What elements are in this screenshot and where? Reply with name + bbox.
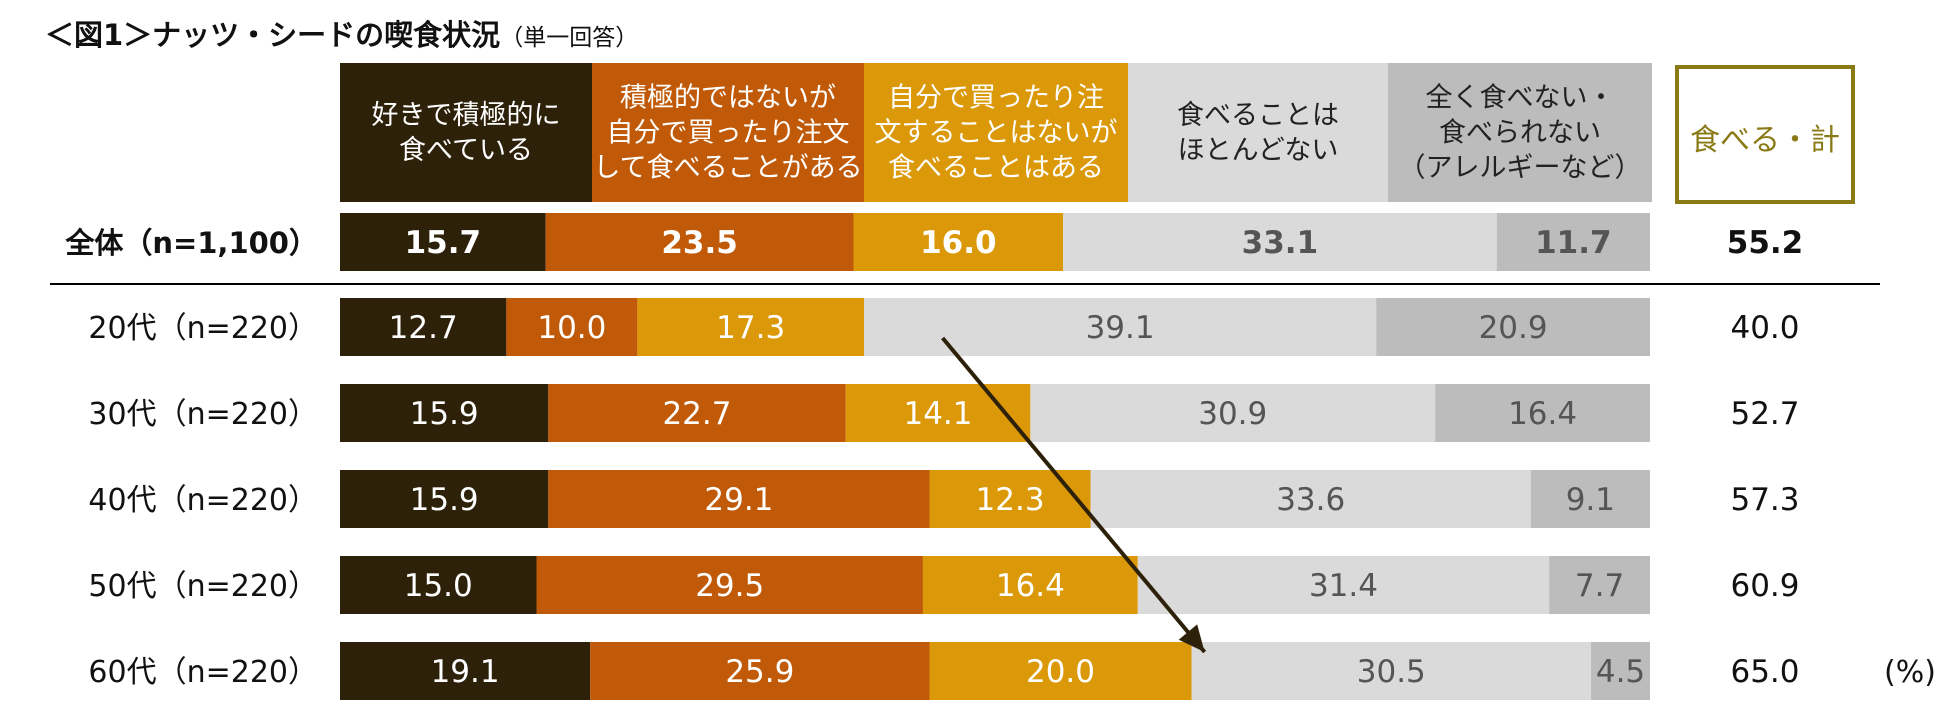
total-value: 40.0 bbox=[1730, 310, 1799, 346]
trend-arrow-line bbox=[941, 336, 1207, 654]
bar-value-label: 15.7 bbox=[405, 225, 482, 261]
bar-value-label: 16.4 bbox=[996, 568, 1065, 604]
bar-value-label: 33.6 bbox=[1276, 482, 1345, 518]
bar-segment bbox=[845, 384, 1031, 442]
bar-value-label: 12.7 bbox=[389, 310, 458, 346]
bar-segment bbox=[340, 470, 549, 528]
bar-segment bbox=[545, 213, 854, 271]
legend-label-2: 積極的ではないが bbox=[620, 83, 836, 114]
row-label: 60代（n=220） bbox=[88, 655, 318, 690]
bar-value-label: 15.9 bbox=[410, 396, 479, 432]
row-label: 20代（n=220） bbox=[88, 311, 318, 346]
bar-segment bbox=[1376, 298, 1650, 356]
bar-segment bbox=[1191, 642, 1592, 700]
bar-value-label: 15.9 bbox=[410, 482, 479, 518]
subtitle-text: （単一回答） bbox=[500, 25, 639, 51]
row-label: 30代（n=220） bbox=[88, 397, 318, 432]
bar-segment bbox=[340, 298, 507, 356]
legend-label-3: 自分で買ったり注 bbox=[888, 83, 1104, 114]
row-label: 40代（n=220） bbox=[88, 483, 318, 518]
legend-label-5: 食べられない bbox=[1439, 118, 1601, 149]
total-value: 65.0 bbox=[1730, 654, 1799, 690]
legend-label-5: （アレルギーなど） bbox=[1399, 153, 1642, 184]
bar-segment bbox=[637, 298, 864, 356]
bar-value-label: 33.1 bbox=[1242, 225, 1319, 261]
bar-value-label: 20.0 bbox=[1026, 654, 1095, 690]
legend-box-3 bbox=[864, 63, 1128, 202]
bar-segment bbox=[506, 298, 638, 356]
bar-value-label: 17.3 bbox=[716, 310, 785, 346]
bar-value-label: 39.1 bbox=[1086, 310, 1155, 346]
bar-value-label: 4.5 bbox=[1596, 654, 1645, 690]
total-header-label: 食べる・計 bbox=[1690, 123, 1840, 158]
bar-value-label: 29.1 bbox=[704, 482, 773, 518]
unit-label: (%) bbox=[1884, 655, 1936, 690]
bar-segment bbox=[1530, 470, 1650, 528]
bar-segment bbox=[1063, 213, 1497, 271]
bar-segment bbox=[1030, 384, 1436, 442]
legend-label-3: 食べることはある bbox=[888, 153, 1104, 184]
bar-value-label: 16.4 bbox=[1508, 396, 1577, 432]
total-value: 57.3 bbox=[1730, 482, 1799, 518]
total-value: 55.2 bbox=[1727, 225, 1804, 261]
legend-box-4 bbox=[1128, 63, 1388, 202]
bar-segment bbox=[340, 384, 549, 442]
bar-value-label: 25.9 bbox=[725, 654, 794, 690]
bar-segment bbox=[340, 213, 546, 271]
bar-value-label: 16.0 bbox=[920, 225, 997, 261]
bar-value-label: 30.5 bbox=[1357, 654, 1426, 690]
legend-label-1: 好きで積極的に bbox=[372, 100, 561, 131]
bar-segment bbox=[536, 556, 923, 614]
bar-segment bbox=[548, 470, 930, 528]
legend-label-4: 食べることは bbox=[1177, 100, 1339, 131]
bar-segment bbox=[340, 642, 591, 700]
bar-value-label: 19.1 bbox=[431, 654, 500, 690]
bar-segment bbox=[922, 556, 1138, 614]
total-value: 60.9 bbox=[1730, 568, 1799, 604]
bar-segment bbox=[929, 642, 1192, 700]
bar-value-label: 10.0 bbox=[537, 310, 606, 346]
bar-value-label: 31.4 bbox=[1309, 568, 1378, 604]
bar-value-label: 7.7 bbox=[1575, 568, 1624, 604]
bar-segment bbox=[1137, 556, 1550, 614]
bar-segment bbox=[1549, 556, 1650, 614]
bar-value-label: 22.7 bbox=[662, 396, 731, 432]
legend-label-2: して食べることがある bbox=[593, 153, 862, 184]
bar-value-label: 9.1 bbox=[1566, 482, 1615, 518]
bar-value-label: 14.1 bbox=[903, 396, 972, 432]
legend-label-1: 食べている bbox=[399, 135, 533, 166]
legend-label-3: 文することはないが bbox=[875, 118, 1118, 149]
bar-segment bbox=[1496, 213, 1650, 271]
legend-label-4: ほとんどない bbox=[1178, 135, 1339, 166]
bar-segment bbox=[548, 384, 846, 442]
bar-value-label: 23.5 bbox=[661, 225, 738, 261]
trend-arrow-head bbox=[1178, 624, 1205, 652]
title-text: ＜図1＞ナッツ・シードの喫食状況 bbox=[45, 18, 501, 52]
bar-segment bbox=[590, 642, 930, 700]
bar-segment bbox=[1090, 470, 1531, 528]
legend-label-5: 全く食べない・ bbox=[1426, 83, 1615, 114]
legend-box-1 bbox=[340, 63, 592, 202]
row-label: 50代（n=220） bbox=[88, 569, 318, 604]
legend-label-2: 自分で買ったり注文 bbox=[607, 118, 850, 149]
row-label: 全体（n=1,100） bbox=[64, 226, 318, 260]
bar-value-label: 30.9 bbox=[1198, 396, 1267, 432]
bar-value-label: 29.5 bbox=[695, 568, 764, 604]
bar-value-label: 20.9 bbox=[1479, 310, 1548, 346]
bar-value-label: 15.0 bbox=[404, 568, 473, 604]
bar-segment bbox=[1435, 384, 1650, 442]
bar-segment bbox=[929, 470, 1091, 528]
bar-segment bbox=[853, 213, 1064, 271]
legend-box-2 bbox=[592, 63, 864, 202]
bar-value-label: 12.3 bbox=[976, 482, 1045, 518]
legend-box-5 bbox=[1388, 63, 1652, 202]
chart-title: ＜図1＞ナッツ・シードの喫食状況（単一回答） bbox=[45, 12, 638, 54]
total-value: 52.7 bbox=[1730, 396, 1799, 432]
bar-value-label: 11.7 bbox=[1535, 225, 1612, 261]
total-header-box bbox=[1675, 65, 1855, 204]
bar-segment bbox=[340, 556, 537, 614]
bar-segment bbox=[1591, 642, 1650, 700]
